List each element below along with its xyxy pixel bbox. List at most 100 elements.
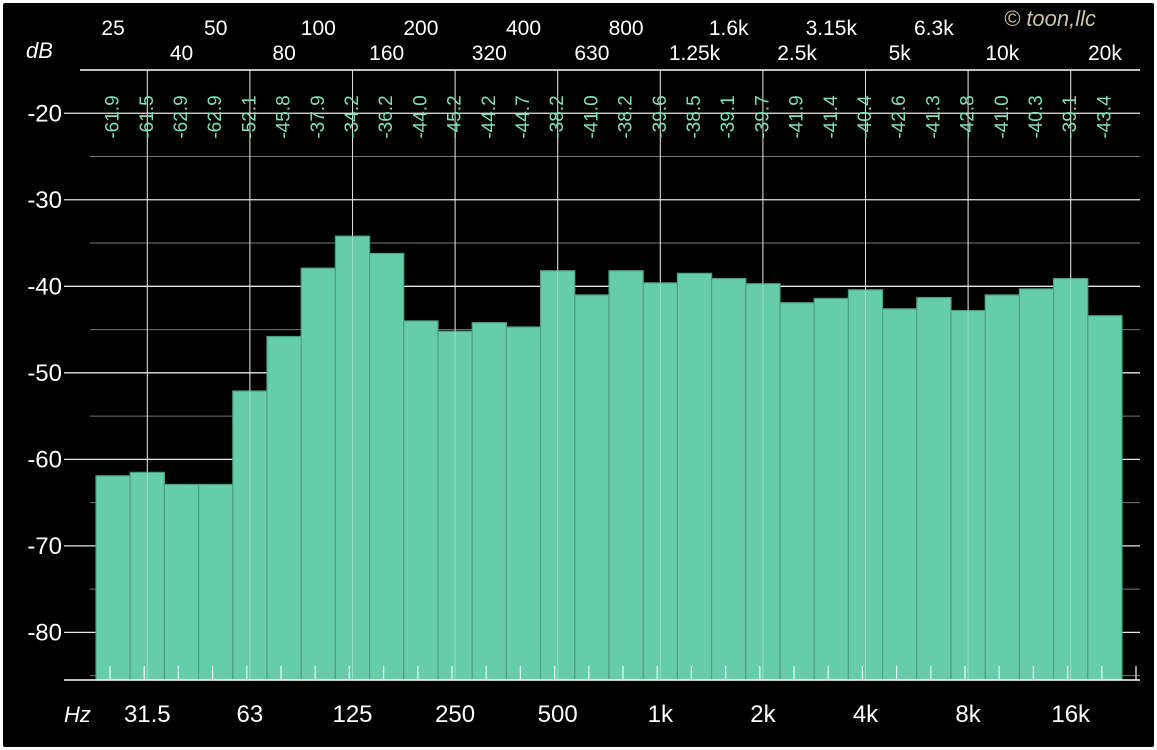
top-tick-label: 100 (301, 17, 336, 40)
top-tick-label: 6.3k (914, 17, 954, 40)
axis-layer: -20 -30 -40 -50 -60 -70 -80 25 50 100 200 400 800 1.6… (27, 17, 1140, 728)
value-label: -62.9 (171, 95, 192, 138)
bottom-tick-label: 250 (435, 701, 475, 728)
value-label: -42.6 (889, 95, 910, 138)
bar-1k (642, 282, 679, 681)
top-tick-label: 25 (101, 17, 124, 40)
top-tick-label: 1.6k (709, 17, 749, 40)
value-label: -37.9 (308, 95, 329, 138)
bottom-tick-label: 500 (538, 701, 578, 728)
bar-800 (608, 270, 644, 681)
value-label: -39.7 (752, 95, 773, 138)
top-tick-label: 200 (403, 17, 438, 40)
bar-1.25k (676, 272, 713, 681)
value-label: -61.5 (137, 95, 158, 138)
value-label: -38.5 (684, 95, 705, 138)
value-label: -44.2 (479, 95, 500, 138)
bottom-tick-label: 8k (955, 701, 981, 728)
bars-layer (95, 235, 1123, 681)
value-label: -40.3 (1026, 95, 1047, 138)
value-label: -41.0 (581, 95, 602, 138)
value-label: -41.3 (923, 95, 944, 138)
value-label: -44.0 (410, 95, 431, 138)
bar-200 (403, 320, 439, 681)
value-label: -42.8 (958, 95, 979, 138)
x-unit-label: Hz (64, 702, 91, 727)
top-tick-label: 2.5k (777, 42, 817, 65)
y-tick-label: -70 (27, 533, 62, 560)
y-tick-label: -30 (27, 187, 62, 214)
y-unit-label: dB (26, 38, 53, 63)
value-label: -41.4 (821, 95, 842, 139)
y-tick-label: -50 (27, 360, 62, 387)
bar-250 (437, 330, 473, 681)
value-labels-layer: -61.9 -61.5 -62.9 -62.9 -52.1 -45.8 -37.9 -34.2… (103, 95, 1116, 139)
top-tick-label: 1.25k (669, 42, 721, 65)
copyright-watermark: © toon,llc (1004, 6, 1096, 31)
bottom-tick-label: 1k (648, 701, 674, 728)
value-label: -38.2 (547, 95, 568, 138)
bar-2.5k (779, 302, 815, 681)
bar-160 (369, 252, 405, 681)
bar-63 (232, 390, 268, 681)
bar-50 (198, 483, 234, 681)
bar-10k (984, 294, 1021, 681)
overlay-layer (109, 70, 1137, 680)
y-tick-label: -40 (27, 273, 62, 300)
bar-100 (300, 267, 337, 681)
value-label: -39.1 (718, 95, 739, 138)
bottom-tick-label: 31.5 (124, 701, 171, 728)
bar-12.5k (1018, 288, 1055, 681)
value-label: -38.2 (616, 95, 637, 138)
bar-400 (505, 326, 542, 681)
bottom-tick-label: 63 (237, 701, 264, 728)
value-label: -39.6 (650, 95, 671, 138)
bar-2k (745, 283, 781, 681)
top-tick-label: 80 (272, 42, 295, 65)
value-label: -43.4 (1094, 95, 1115, 139)
value-label: -45.8 (274, 95, 295, 138)
top-tick-label: 160 (369, 42, 404, 65)
bottom-tick-label: 16k (1051, 701, 1091, 728)
value-label: -40.4 (855, 95, 876, 139)
value-label: -41.9 (787, 95, 808, 138)
bar-3.15k (813, 297, 850, 681)
top-tick-label: 320 (472, 42, 507, 65)
top-tick-label: 20k (1088, 42, 1122, 65)
bar-1.6k (710, 277, 747, 681)
top-tick-label: 40 (170, 42, 193, 65)
bar-125 (334, 235, 371, 681)
bar-20k (1087, 315, 1123, 681)
y-tick-label: -80 (27, 619, 62, 646)
value-label: -52.1 (239, 95, 260, 138)
bar-25 (95, 475, 131, 681)
bar-5k (881, 308, 918, 681)
y-tick-label: -20 (27, 100, 62, 127)
bar-40 (163, 483, 200, 681)
top-tick-label: 10k (985, 42, 1019, 65)
bottom-tick-label: 125 (332, 701, 372, 728)
bar-80 (266, 335, 302, 681)
bar-500 (539, 270, 576, 681)
bottom-tick-label: 2k (750, 701, 776, 728)
bar-16k (1052, 277, 1089, 681)
top-tick-label: 5k (889, 42, 912, 65)
bar-6.3k (916, 296, 952, 681)
value-label: -39.1 (1060, 95, 1081, 138)
value-label: -62.9 (205, 95, 226, 138)
top-tick-label: 630 (574, 42, 609, 65)
top-tick-label: 50 (204, 17, 227, 40)
value-label: -45.2 (445, 95, 466, 138)
bar-320 (471, 322, 508, 681)
value-label: -41.0 (992, 95, 1013, 138)
top-tick-label: 800 (609, 17, 644, 40)
bottom-tick-label: 4k (853, 701, 879, 728)
y-tick-label: -60 (27, 446, 62, 473)
value-label: -36.2 (376, 95, 397, 138)
bar-630 (574, 294, 610, 681)
value-label: -44.7 (513, 95, 534, 138)
top-tick-label: 3.15k (806, 17, 858, 40)
value-label: -61.9 (103, 95, 124, 138)
value-label: -34.2 (342, 95, 363, 138)
